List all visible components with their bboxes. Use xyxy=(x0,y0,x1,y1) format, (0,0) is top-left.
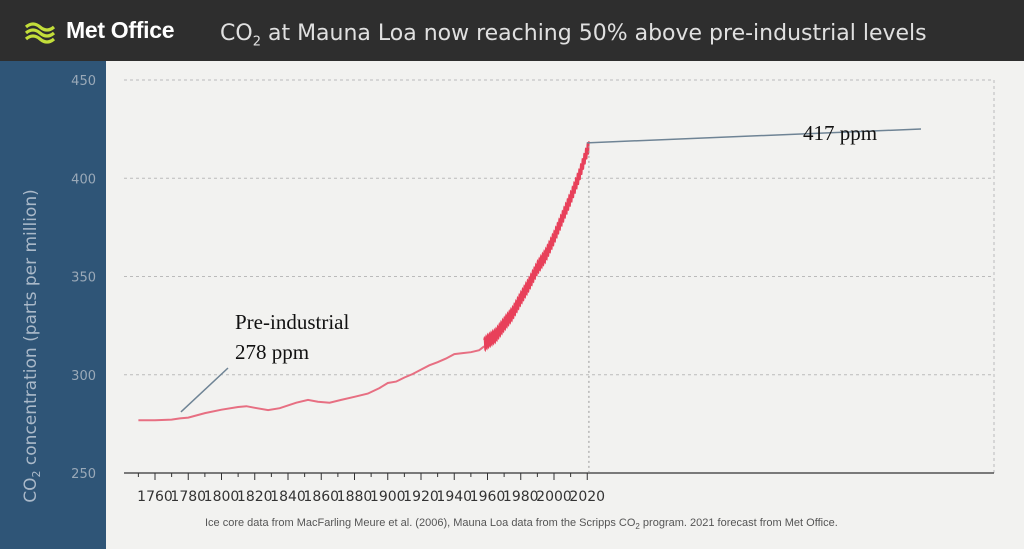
x-tick-label: 1960 xyxy=(470,489,506,505)
x-tick-label: 2000 xyxy=(536,489,572,505)
met-office-logo[interactable]: Met Office xyxy=(24,17,174,44)
series-ice-core-line xyxy=(138,345,485,422)
source-note: Ice core data from MacFarling Meure et a… xyxy=(205,517,838,532)
pre-industrial-label: Pre-industrial xyxy=(235,310,349,334)
met-office-wave-icon xyxy=(24,21,56,44)
y-tick-label: 250 xyxy=(71,467,96,482)
y-tick-label: 300 xyxy=(71,369,96,384)
x-tick-label: 1860 xyxy=(303,489,339,505)
y-tick-label: 450 xyxy=(71,74,96,89)
page-title: CO2 at Mauna Loa now reaching 50% above … xyxy=(220,21,927,50)
x-tick-label: 1760 xyxy=(137,489,173,505)
x-tick-label: 1780 xyxy=(170,489,206,505)
y-ticks: 250 300 350 400 450 xyxy=(71,74,96,482)
417-ppm-leader-line xyxy=(586,128,922,144)
logo-text: Met Office xyxy=(66,17,175,43)
header-bar: Met Office CO2 at Mauna Loa now reaching… xyxy=(0,0,1024,61)
pre-industrial-value: 278 ppm xyxy=(235,340,309,364)
x-tick-label: 1920 xyxy=(403,489,439,505)
y-axis-sidebar: CO2 concentration (parts per million) xyxy=(0,61,106,549)
grid-layer xyxy=(124,79,995,473)
series-layer xyxy=(138,141,590,473)
annotations-layer: Pre-industrial 278 ppm 417 ppm xyxy=(180,121,922,413)
y-tick-label: 350 xyxy=(71,271,96,286)
current-value-label: 417 ppm xyxy=(803,121,877,145)
x-tick-label: 1900 xyxy=(370,489,406,505)
x-tick-label: 1980 xyxy=(503,489,539,505)
x-tick-label: 2020 xyxy=(569,489,605,505)
x-tick-label: 1820 xyxy=(237,489,273,505)
pre-industrial-leader-line xyxy=(180,367,229,413)
series-mauna-loa-line xyxy=(483,141,590,353)
x-tick-label: 1880 xyxy=(337,489,373,505)
x-tick-label: 1800 xyxy=(204,489,240,505)
x-tick-label: 1840 xyxy=(270,489,306,505)
y-tick-label: 400 xyxy=(71,172,96,187)
x-tick-label: 1940 xyxy=(436,489,472,505)
x-axis: 1760178018001820184018601880190019201940… xyxy=(124,472,994,505)
